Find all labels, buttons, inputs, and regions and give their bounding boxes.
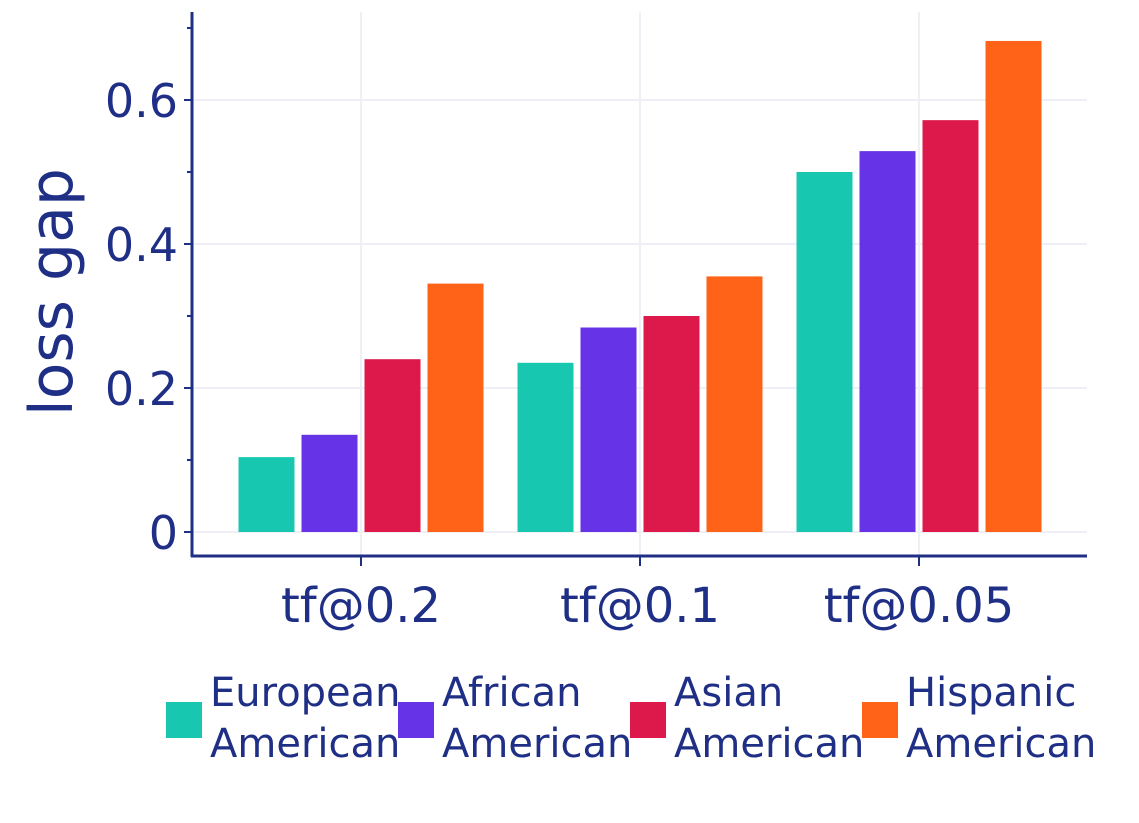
bar-asian-american-0 [364,359,421,532]
legend-label: American [906,721,1096,767]
y-axis-ticks: 0 0.2 0.4 0.6 [105,27,192,560]
y-tick-label: 0.4 [105,218,178,272]
x-tick-label: tf@0.1 [560,578,720,634]
bar-african-american-2 [859,151,916,532]
y-axis-title: loss gap [17,168,87,416]
legend-label: American [674,721,864,767]
legend-label: Hispanic [906,670,1076,716]
legend-swatch-european-american [166,702,202,738]
y-tick-label: 0.2 [105,362,178,416]
bar-african-american-1 [580,327,637,532]
legend: European American African American Asian Amer… [166,670,1096,767]
x-axis-ticks: tf@0.2 tf@0.1 tf@0.05 [281,556,1014,634]
legend-swatch-hispanic-american [862,702,898,738]
bar-european-american-1 [517,362,574,532]
y-tick-label: 0 [149,506,178,560]
bars [238,40,1042,533]
bar-european-american-0 [238,457,295,532]
x-tick-label: tf@0.2 [281,578,441,634]
bar-european-american-2 [796,172,853,532]
bar-african-american-0 [301,434,358,532]
bar-hispanic-american-0 [427,283,484,532]
y-tick-label: 0.6 [105,74,178,128]
legend-swatch-asian-american [630,702,666,738]
bar-asian-american-1 [643,316,700,532]
legend-swatch-african-american [398,702,434,738]
legend-label: Asian [674,670,783,716]
legend-label: African [442,670,581,716]
legend-label: American [210,721,400,767]
bar-hispanic-american-2 [985,40,1042,533]
legend-label: European [210,670,401,716]
x-tick-label: tf@0.05 [824,578,1015,634]
bar-asian-american-2 [922,120,979,532]
legend-label: American [442,721,632,767]
bar-hispanic-american-1 [706,276,763,532]
